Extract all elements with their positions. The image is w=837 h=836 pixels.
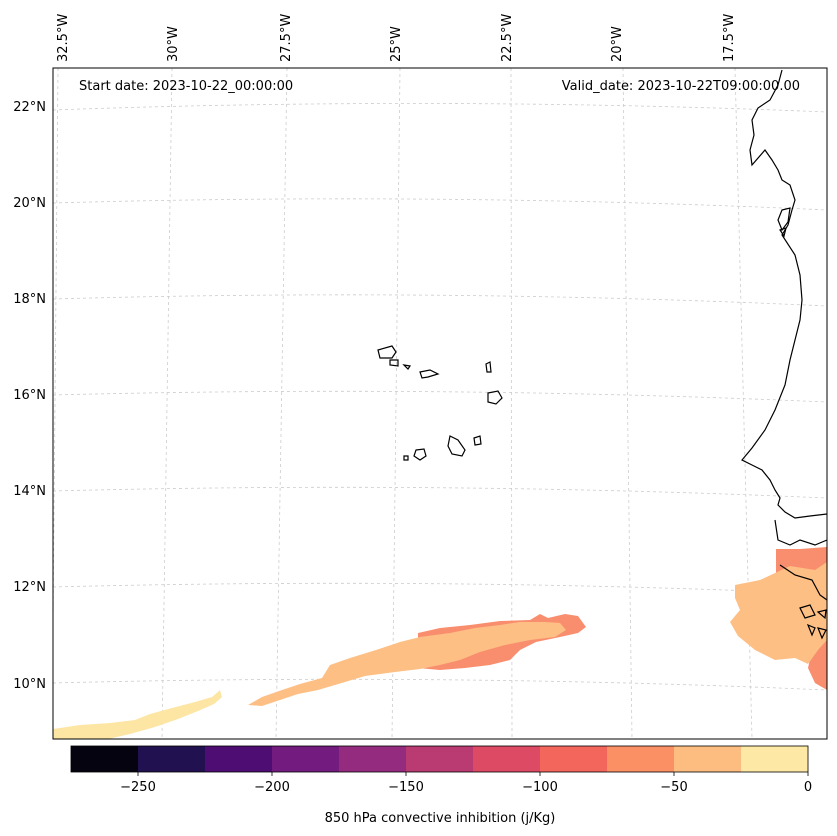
island-santo-antao [377,345,397,359]
valid-date-annotation: Valid_date: 2023-10-22T09:00:00.00 [562,79,800,94]
lat-label-22n: 22°N [13,100,46,115]
lat-label-10n: 10°N [13,677,46,692]
meridian-27-5w [275,68,288,739]
colorbar-swatch [138,746,206,772]
start-date-annotation: Start date: 2023-10-22_00:00:00 [79,79,293,94]
colorbar-swatch [272,746,340,772]
colorbar: −250 −200 −150 −100 −50 0 850 hPa convective … [70,745,812,826]
latitude-labels: 22°N 20°N 18°N 16°N 14°N 12°N 10°N [13,100,46,692]
colorbar-label: 850 hPa convective inhibition (j/Kg) [325,811,556,826]
colorbar-swatch [339,746,407,772]
lon-label-27-5w: 27.5°W [279,14,294,62]
island-santa-luzia [402,364,412,370]
island-sao-nicolau [419,369,440,379]
colorbar-frame [70,745,809,773]
map-frame [52,67,828,740]
colorbar-tick-label: −100 [522,780,558,795]
island-santiago [447,435,466,457]
colorbar-tick-label: −50 [660,780,687,795]
longitude-labels: 32.5°W 30°W 27.5°W 25°W 22.5°W 20°W 17.5… [56,14,737,62]
island-maio [473,435,482,446]
colorbar-tick-label: 0 [804,780,812,795]
cin-field-band-weak [248,622,566,706]
guinea-bissau-coast [779,564,827,601]
meridian-25w [391,68,401,739]
colorbar-swatch [540,746,608,772]
meridian-20w [622,68,633,739]
lon-label-32-5w: 32.5°W [56,14,71,62]
island-brava [403,455,409,461]
island-sao-vicente [389,359,399,367]
lon-label-22-5w: 22.5°W [500,14,515,62]
colorbar-swatch [205,746,273,772]
colorbar-swatch [741,746,809,772]
colorbar-swatch [607,746,675,772]
colorbar-tick-label: −250 [120,780,156,795]
colorbar-tick-label: −200 [254,780,290,795]
colorbar-swatch [674,746,742,772]
banc-d-arguin-islands [777,207,791,238]
colorbar-swatches [71,746,809,772]
parallel-22n [53,103,827,113]
lon-label-17-5w: 17.5°W [722,14,737,62]
cin-field-southwest-patch [53,690,222,739]
parallel-12n [53,582,827,595]
gambia-river-coast [774,519,827,546]
lat-label-12n: 12°N [13,580,46,595]
colorbar-tick-label: −150 [388,780,424,795]
parallel-14n [53,486,827,499]
island-boa-vista [487,390,503,405]
cin-field [53,547,827,739]
lon-label-30w: 30°W [166,26,181,62]
lat-label-18n: 18°N [13,292,46,307]
africa-coastline [741,69,827,519]
parallel-10n [53,678,827,691]
parallel-16n [53,390,827,403]
lat-label-14n: 14°N [13,484,46,499]
parallel-18n [53,294,827,307]
cin-field-east-weak [730,562,827,664]
coastlines [377,69,827,640]
island-fogo [413,448,427,461]
lat-label-20n: 20°N [13,196,46,211]
lon-label-25w: 25°W [389,26,404,62]
colorbar-ticks: −250 −200 −150 −100 −50 0 [120,772,812,795]
meridian-30w [161,68,173,739]
colorbar-swatch [473,746,541,772]
parallel-20n [53,198,827,211]
island-sal [485,361,492,373]
lon-label-20w: 20°W [610,26,625,62]
lat-label-16n: 16°N [13,388,46,403]
guinea-islands [799,604,827,640]
colorbar-swatch [406,746,474,772]
colorbar-swatch [71,746,139,772]
